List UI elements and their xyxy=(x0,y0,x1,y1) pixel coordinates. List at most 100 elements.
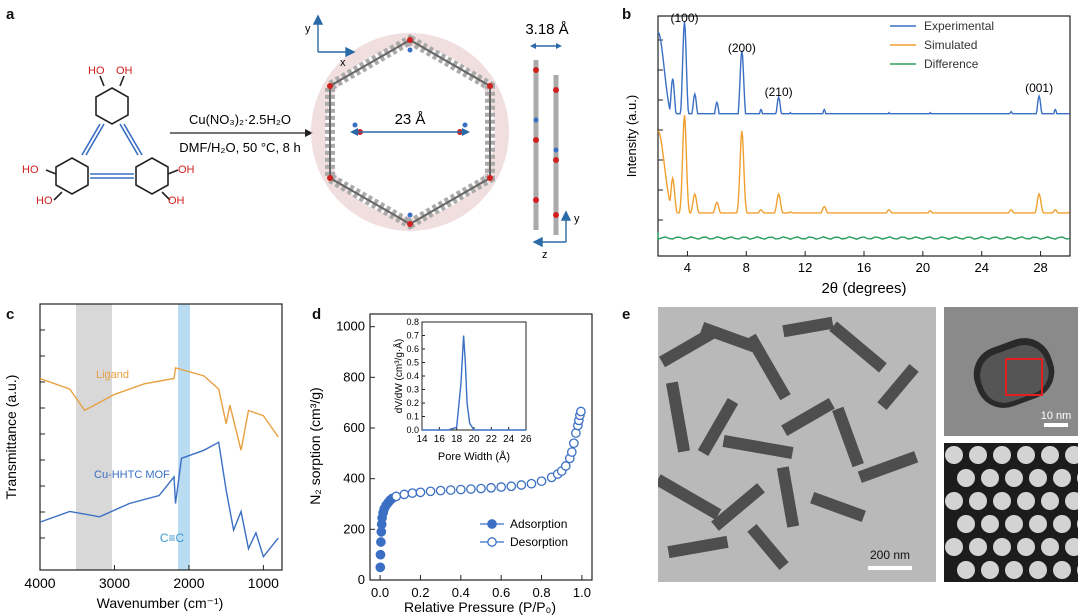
nanorod xyxy=(832,406,864,468)
panel-letter-c: c xyxy=(6,306,15,323)
peak-label: (210) xyxy=(765,85,793,99)
lattice-spot xyxy=(993,492,1011,510)
lattice-spot xyxy=(969,492,987,510)
axis-z-label: z xyxy=(542,249,548,261)
plot-frame xyxy=(369,313,593,581)
x-tick-label: 20 xyxy=(916,260,930,275)
nanorod xyxy=(877,363,919,411)
inset-y-tick-label: 0.7 xyxy=(406,331,419,341)
desorption-point xyxy=(486,482,496,493)
inset-y-tick-label: 0.4 xyxy=(406,371,419,381)
desorption-point xyxy=(568,438,579,449)
x-tick-label: 0.2 xyxy=(411,585,429,600)
inset-x-tick-label: 20 xyxy=(468,434,480,445)
inset-y-tick-label: 0.3 xyxy=(406,385,419,395)
highlight-box xyxy=(1005,358,1043,396)
y-tick-label: 400 xyxy=(343,471,365,486)
framework-structure xyxy=(311,33,509,231)
nanorod xyxy=(697,398,739,456)
lattice-spot xyxy=(981,515,999,533)
desorption-point xyxy=(566,447,577,457)
peak-label: (100) xyxy=(670,11,698,25)
series-line xyxy=(39,441,279,559)
inset-y-tick-label: 0.6 xyxy=(406,344,419,354)
lattice-spot xyxy=(957,515,975,533)
plot-frame xyxy=(39,303,283,571)
lattice-spot xyxy=(1053,515,1071,533)
series-line xyxy=(39,366,279,451)
scale-bar-inset xyxy=(1044,423,1068,427)
lattice-spot xyxy=(1041,538,1059,556)
y-tick-label: 800 xyxy=(343,369,365,384)
x-tick-label: 2000 xyxy=(173,575,204,591)
tem-image-inset-top: 10 nm xyxy=(944,307,1078,436)
x-tick-label: 16 xyxy=(857,260,871,275)
x-tick-label: 3000 xyxy=(99,575,130,591)
lattice-spot xyxy=(1041,492,1059,510)
conditions-label: DMF/H₂O, 50 °C, 8 h xyxy=(179,140,301,155)
x-tick-label: 12 xyxy=(798,260,812,275)
ligand-structure xyxy=(45,75,179,201)
desorption-point xyxy=(516,480,527,490)
panel-letter-e: e xyxy=(622,306,631,323)
peak-label: (001) xyxy=(1025,81,1053,95)
legend-label: Adsorption xyxy=(510,517,567,531)
legend-label: Experimental xyxy=(924,19,994,33)
alkyne-label: C≡C xyxy=(160,531,185,545)
nanorod xyxy=(810,491,866,523)
lattice-spot xyxy=(1029,469,1047,487)
lattice-spot xyxy=(1077,519,1078,529)
lattice-spot xyxy=(1065,538,1078,556)
y-ticks xyxy=(658,39,663,221)
nanorod xyxy=(829,321,887,373)
x-tick-label: 1000 xyxy=(248,575,279,591)
axis-x-label: x xyxy=(340,57,346,69)
x-tick-label: 0.4 xyxy=(452,585,470,600)
lattice-spot xyxy=(945,446,963,464)
lattice-spot xyxy=(981,561,999,579)
desorption-point xyxy=(445,485,456,495)
y-tick-label: 200 xyxy=(343,521,365,536)
oh-label: HO xyxy=(36,195,53,207)
inset-y-tick-label: 0.8 xyxy=(406,317,419,327)
adsorption-point xyxy=(375,562,386,573)
adsorption-point xyxy=(376,537,386,547)
lattice-spot xyxy=(1029,561,1047,579)
inset-y-axis-label: dV/dW (cm³/g·Å) xyxy=(392,339,405,413)
nanorod xyxy=(722,435,794,459)
mof-label: Cu-HHTC MOF xyxy=(94,469,170,481)
lattice-spot xyxy=(1053,469,1071,487)
inset-x-tick-label: 24 xyxy=(503,434,515,445)
x-tick-label: 8 xyxy=(743,260,750,275)
x-tick-label: 4000 xyxy=(24,575,55,591)
layer-side-view xyxy=(533,60,559,235)
inset-x-tick-label: 18 xyxy=(451,434,463,445)
x-tick-label: 24 xyxy=(974,260,988,275)
axis-indicator-xy xyxy=(312,14,356,58)
oh-label: OH xyxy=(178,164,195,176)
desorption-point xyxy=(407,488,418,498)
panel-a-scheme: HO OH HO HO OH OH Cu(NO₃)₂·2.5H₂O DMF/H₂… xyxy=(22,14,580,261)
y-tick-label: 0 xyxy=(358,572,365,587)
nanorod xyxy=(659,326,717,368)
legend-label: Difference xyxy=(924,57,979,71)
nanorod xyxy=(747,523,789,571)
lattice-spot xyxy=(1065,492,1078,510)
inset-y-tick-label: 0.5 xyxy=(406,358,419,368)
tem-image-inset-bottom xyxy=(944,443,1078,582)
x-tick-label: 0.8 xyxy=(533,585,551,600)
nanorod xyxy=(782,316,834,338)
lattice-spot xyxy=(1017,446,1035,464)
inset-frame xyxy=(421,321,527,431)
scale-bar-main xyxy=(868,566,912,570)
inset-y-tick-label: 0.1 xyxy=(406,412,419,422)
panel-b-chart: 4 8 12 16 20 24 28 (100) (200) (210) (001) Experi… xyxy=(624,11,1071,297)
oh-label: OH xyxy=(168,195,185,207)
lattice-spot xyxy=(1029,515,1047,533)
x-axis-label: Wavenumber (cm⁻¹) xyxy=(97,595,224,611)
series-line-difference xyxy=(657,232,1071,241)
nanorod xyxy=(781,398,835,436)
lattice-spot xyxy=(1053,561,1071,579)
y-axis-label: Transmittance (a.u.) xyxy=(3,375,19,500)
desorption-point xyxy=(455,484,466,495)
